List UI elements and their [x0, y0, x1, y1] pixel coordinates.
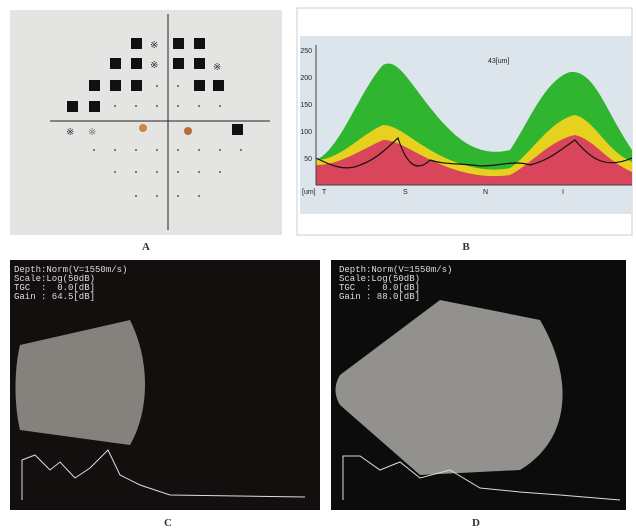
stain — [139, 124, 147, 132]
y-tick-label: 50 — [304, 156, 312, 163]
annotation: 43[um] — [488, 58, 509, 65]
x-tick-label: N — [483, 189, 488, 196]
x-tick-label: T — [322, 189, 327, 196]
panel-b — [297, 8, 632, 235]
x-tick-label: I — [562, 189, 564, 196]
panel-label: B — [462, 241, 470, 253]
svg-text:※: ※ — [150, 40, 158, 51]
stain — [184, 127, 192, 135]
x-tick-label: S — [403, 189, 408, 196]
svg-text:※: ※ — [150, 60, 158, 71]
svg-text:※: ※ — [66, 127, 74, 138]
figure: ※※※※※ ABCD25020015010050[um]TSNI43[um]De — [0, 0, 636, 531]
readout-line: Gain : 88.0[dB] — [339, 292, 420, 302]
panel-a: ※ ※ ※ ※ ※ — [10, 10, 282, 235]
y-tick-label: 100 — [300, 129, 312, 136]
y-tick-label: 150 — [300, 102, 312, 109]
svg-text:※: ※ — [88, 127, 96, 138]
y-tick-label: 200 — [300, 75, 312, 82]
svg-text:※: ※ — [213, 62, 221, 73]
axis-unit: [um] — [302, 189, 316, 196]
y-tick-label: 250 — [300, 48, 312, 55]
panel-label: A — [142, 241, 150, 253]
panel-label: C — [164, 517, 172, 529]
visual-field-sheet — [10, 10, 282, 235]
readout-line: Gain : 64.5[dB] — [14, 292, 95, 302]
panel-label: D — [472, 517, 480, 529]
